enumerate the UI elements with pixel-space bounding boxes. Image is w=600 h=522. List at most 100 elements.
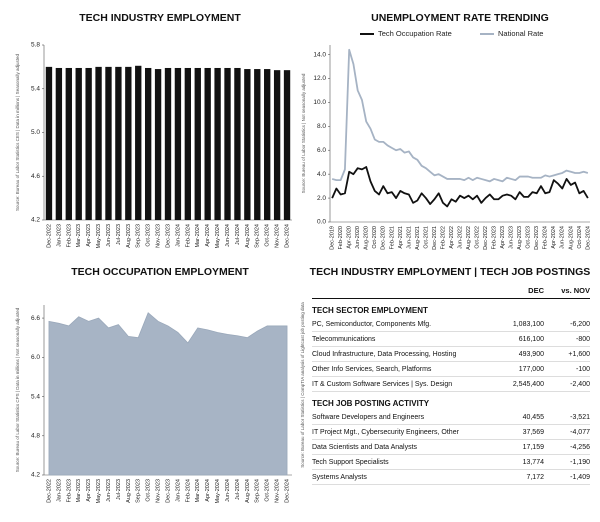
table-title: TECH INDUSTRY EMPLOYMENT | TECH JOB POST… bbox=[310, 266, 591, 278]
bar bbox=[85, 67, 92, 220]
table-cell: IT Project Mgt., Cybersecurity Engineers… bbox=[312, 428, 459, 436]
table-cell: -3,521 bbox=[570, 413, 590, 421]
x-tick-label: May-2024 bbox=[215, 224, 221, 248]
y-tick-label: 12.0 bbox=[313, 75, 326, 82]
x-tick-label: Aug-2022 bbox=[466, 226, 472, 250]
x-tick-label: Oct-2023 bbox=[146, 479, 152, 502]
table-source: Source: Bureau of Labor Statistics | Com… bbox=[300, 302, 305, 468]
bar bbox=[164, 67, 172, 220]
table-cell: Software Developers and Engineers bbox=[312, 413, 425, 421]
x-tick-label: Apr-2023 bbox=[86, 224, 92, 247]
x-tick-label: Feb-2022 bbox=[440, 226, 446, 250]
bar bbox=[144, 67, 152, 220]
y-tick-label: 2.0 bbox=[317, 195, 326, 202]
table-cell: -800 bbox=[575, 335, 590, 343]
x-tick-label: Feb-2023 bbox=[66, 479, 72, 503]
y-tick-label: 4.8 bbox=[31, 432, 40, 439]
x-tick-label: Jan-2024 bbox=[175, 479, 181, 502]
x-tick-label: Feb-2023 bbox=[492, 226, 498, 250]
table-row: Data Scientists and Data Analysts 17,159 -… bbox=[312, 440, 590, 455]
y-tick-label: 0.0 bbox=[317, 219, 326, 226]
x-tick-label: Aug-2021 bbox=[415, 226, 421, 250]
table-cell: Cloud Infrastructure, Data Processing, H… bbox=[312, 350, 457, 358]
bar bbox=[115, 66, 122, 220]
x-tick-label: Jun-2024 bbox=[225, 479, 231, 502]
y-tick-label: 4.6 bbox=[31, 173, 40, 180]
bar bbox=[244, 69, 251, 220]
x-tick-label: Oct-2020 bbox=[372, 226, 378, 249]
bar bbox=[125, 66, 132, 220]
table-cell: -4,256 bbox=[570, 443, 590, 451]
x-tick-label: Mar-2024 bbox=[195, 479, 201, 503]
table-cell: 7,172 bbox=[526, 473, 544, 481]
legend-label: Tech Occupation Rate bbox=[378, 29, 452, 38]
table-cell: -1,409 bbox=[570, 473, 590, 481]
bar bbox=[184, 67, 192, 220]
bar bbox=[135, 65, 142, 220]
x-tick-label: Jun-2022 bbox=[457, 226, 463, 249]
table-cell: Systems Analysts bbox=[312, 473, 367, 481]
table-cell: IT & Custom Software Services | Sys. Des… bbox=[312, 380, 453, 388]
bar bbox=[224, 67, 231, 220]
bar bbox=[273, 70, 281, 220]
x-tick-label: Jul-2023 bbox=[116, 224, 122, 245]
bar bbox=[95, 66, 102, 220]
bar bbox=[254, 69, 261, 220]
table-row: Tech Support Specialists 13,774 -1,190 bbox=[312, 455, 590, 470]
x-tick-label: Mar-2023 bbox=[76, 479, 82, 503]
x-tick-label: May-2023 bbox=[96, 224, 102, 248]
x-tick-label: Apr-2023 bbox=[500, 226, 506, 249]
x-tick-label: Feb-2024 bbox=[185, 224, 191, 248]
x-tick-label: Jun-2024 bbox=[560, 226, 566, 249]
x-tick-label: Sep-2024 bbox=[255, 479, 261, 503]
x-tick-label: Feb-2024 bbox=[543, 226, 549, 250]
table-cell: 37,569 bbox=[522, 428, 544, 436]
table-row: Systems Analysts 7,172 -1,409 bbox=[312, 470, 590, 485]
table-cell: 616,100 bbox=[518, 335, 544, 343]
x-tick-label: Sep-2023 bbox=[136, 479, 142, 503]
table-cell: 1,083,100 bbox=[512, 320, 544, 328]
y-tick-label: 5.0 bbox=[31, 129, 40, 136]
chart-title: UNEMPLOYMENT RATE TRENDING bbox=[371, 12, 549, 24]
bar bbox=[75, 67, 82, 220]
x-tick-label: Oct-2022 bbox=[475, 226, 481, 249]
y-tick-label: 14.0 bbox=[313, 51, 326, 58]
x-tick-label: Oct-2021 bbox=[423, 226, 429, 249]
x-tick-label: Dec-2023 bbox=[165, 224, 171, 248]
x-tick-label: Jul-2024 bbox=[235, 224, 241, 245]
table-row: Cloud Infrastructure, Data Processing, H… bbox=[312, 347, 590, 362]
x-tick-label: Dec-2022 bbox=[46, 479, 52, 503]
table-cell: 2,545,400 bbox=[512, 380, 544, 388]
x-tick-label: Dec-2022 bbox=[46, 224, 52, 248]
x-tick-label: Aug-2024 bbox=[245, 479, 251, 503]
bar bbox=[55, 67, 63, 220]
y-tick-label: 4.0 bbox=[317, 171, 326, 178]
x-tick-label: Nov-2024 bbox=[275, 479, 281, 503]
x-tick-label: Dec-2022 bbox=[483, 226, 489, 250]
x-tick-label: Apr-2022 bbox=[449, 226, 455, 249]
x-tick-label: Dec-2021 bbox=[432, 226, 438, 250]
y-tick-label: 6.0 bbox=[31, 354, 40, 361]
y-tick-label: 6.6 bbox=[31, 315, 40, 322]
y-tick-label: 4.2 bbox=[31, 472, 40, 479]
chart-title: TECH OCCUPATION EMPLOYMENT bbox=[71, 266, 249, 278]
table-cell: -6,200 bbox=[570, 320, 590, 328]
x-tick-label: Dec-2019 bbox=[330, 226, 336, 250]
line bbox=[331, 166, 589, 208]
bar bbox=[105, 66, 112, 220]
x-tick-label: May-2024 bbox=[215, 479, 221, 503]
x-tick-label: Mar-2024 bbox=[195, 224, 201, 248]
chart-title: TECH INDUSTRY EMPLOYMENT bbox=[79, 12, 241, 24]
x-tick-label: Dec-2024 bbox=[585, 226, 591, 250]
x-tick-label: Oct-2024 bbox=[265, 224, 271, 247]
x-tick-label: Apr-2024 bbox=[205, 479, 211, 502]
area bbox=[48, 312, 288, 476]
bar bbox=[214, 67, 221, 220]
table-cell: 40,455 bbox=[522, 413, 544, 421]
table-cell: 177,000 bbox=[518, 365, 544, 373]
x-tick-label: Nov-2023 bbox=[156, 479, 162, 503]
x-tick-label: Dec-2023 bbox=[534, 226, 540, 250]
column-header: vs. NOV bbox=[561, 286, 590, 295]
x-tick-label: Oct-2023 bbox=[526, 226, 532, 249]
